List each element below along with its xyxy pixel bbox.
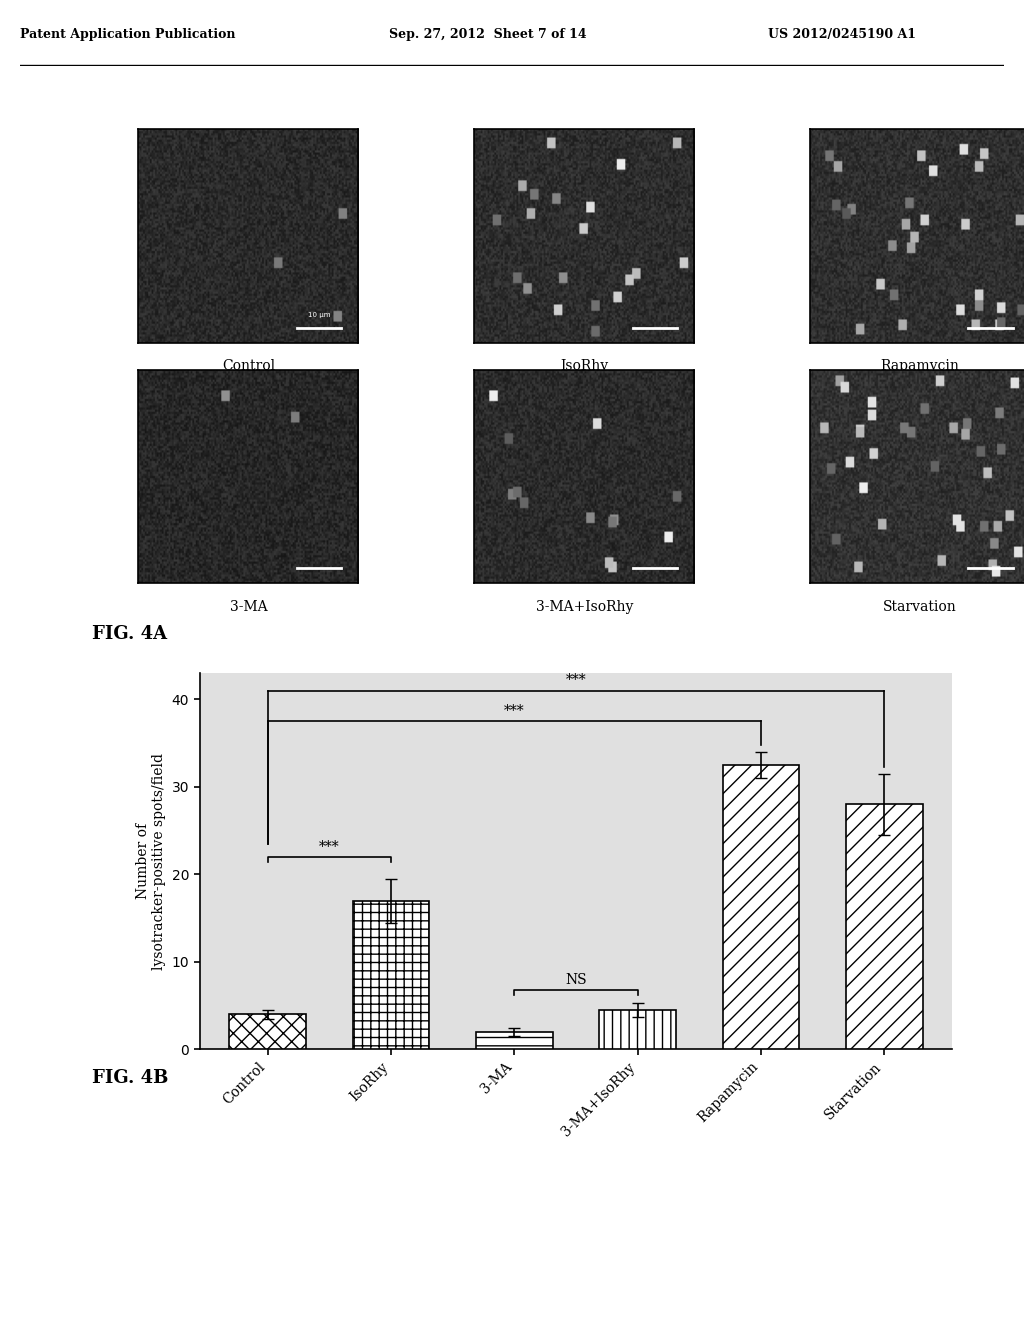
Text: ***: *** [565,673,587,688]
Text: 10 µm: 10 µm [307,312,330,318]
Text: ***: *** [504,704,524,718]
Bar [846,804,923,1049]
Text: Rapamycin: Rapamycin [881,359,959,374]
Text: IsoRhy: IsoRhy [560,359,608,374]
Bar [476,1032,553,1049]
Bar [723,766,800,1049]
Text: FIG. 4A: FIG. 4A [92,624,167,643]
Text: 3-MA+IsoRhy: 3-MA+IsoRhy [536,599,633,614]
Text: ***: *** [318,841,340,854]
Text: NS: NS [565,973,587,987]
Text: 3-MA: 3-MA [229,599,267,614]
Text: Control: Control [222,359,274,374]
Text: Starvation: Starvation [883,599,957,614]
Text: FIG. 4B: FIG. 4B [92,1069,169,1088]
Bar [352,900,429,1049]
Bar [229,1014,306,1049]
Text: Sep. 27, 2012  Sheet 7 of 14: Sep. 27, 2012 Sheet 7 of 14 [389,28,587,41]
Bar [599,1010,676,1049]
Text: US 2012/0245190 A1: US 2012/0245190 A1 [768,28,916,41]
Y-axis label: Number of
lysotracker-positive spots/field: Number of lysotracker-positive spots/fie… [136,752,166,970]
Text: Patent Application Publication: Patent Application Publication [20,28,236,41]
